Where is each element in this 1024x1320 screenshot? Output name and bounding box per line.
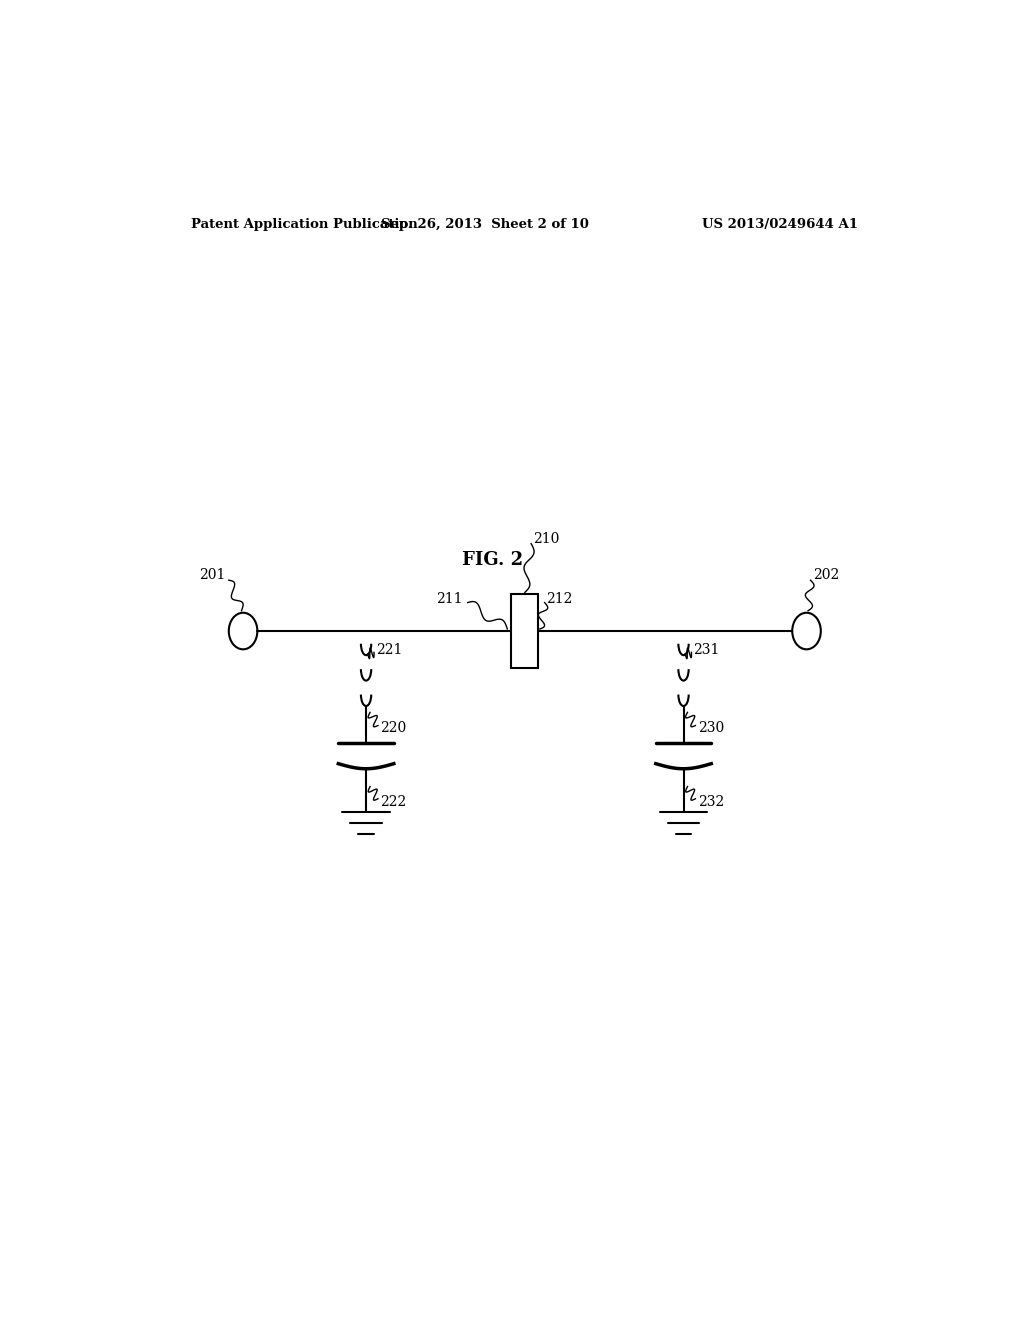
Text: 201: 201 (200, 568, 226, 582)
Text: 221: 221 (376, 643, 402, 657)
Text: 212: 212 (546, 591, 572, 606)
Text: 220: 220 (380, 721, 407, 735)
Text: 232: 232 (697, 795, 724, 809)
Text: 210: 210 (532, 532, 559, 545)
Text: 230: 230 (697, 721, 724, 735)
Bar (511, 594, 539, 668)
Text: 231: 231 (693, 643, 720, 657)
Text: Patent Application Publication: Patent Application Publication (191, 218, 418, 231)
Text: FIG. 2: FIG. 2 (463, 550, 523, 569)
Text: 202: 202 (813, 568, 839, 582)
Text: 222: 222 (380, 795, 407, 809)
Text: 211: 211 (436, 591, 463, 606)
Text: Sep. 26, 2013  Sheet 2 of 10: Sep. 26, 2013 Sheet 2 of 10 (381, 218, 589, 231)
Text: US 2013/0249644 A1: US 2013/0249644 A1 (702, 218, 858, 231)
